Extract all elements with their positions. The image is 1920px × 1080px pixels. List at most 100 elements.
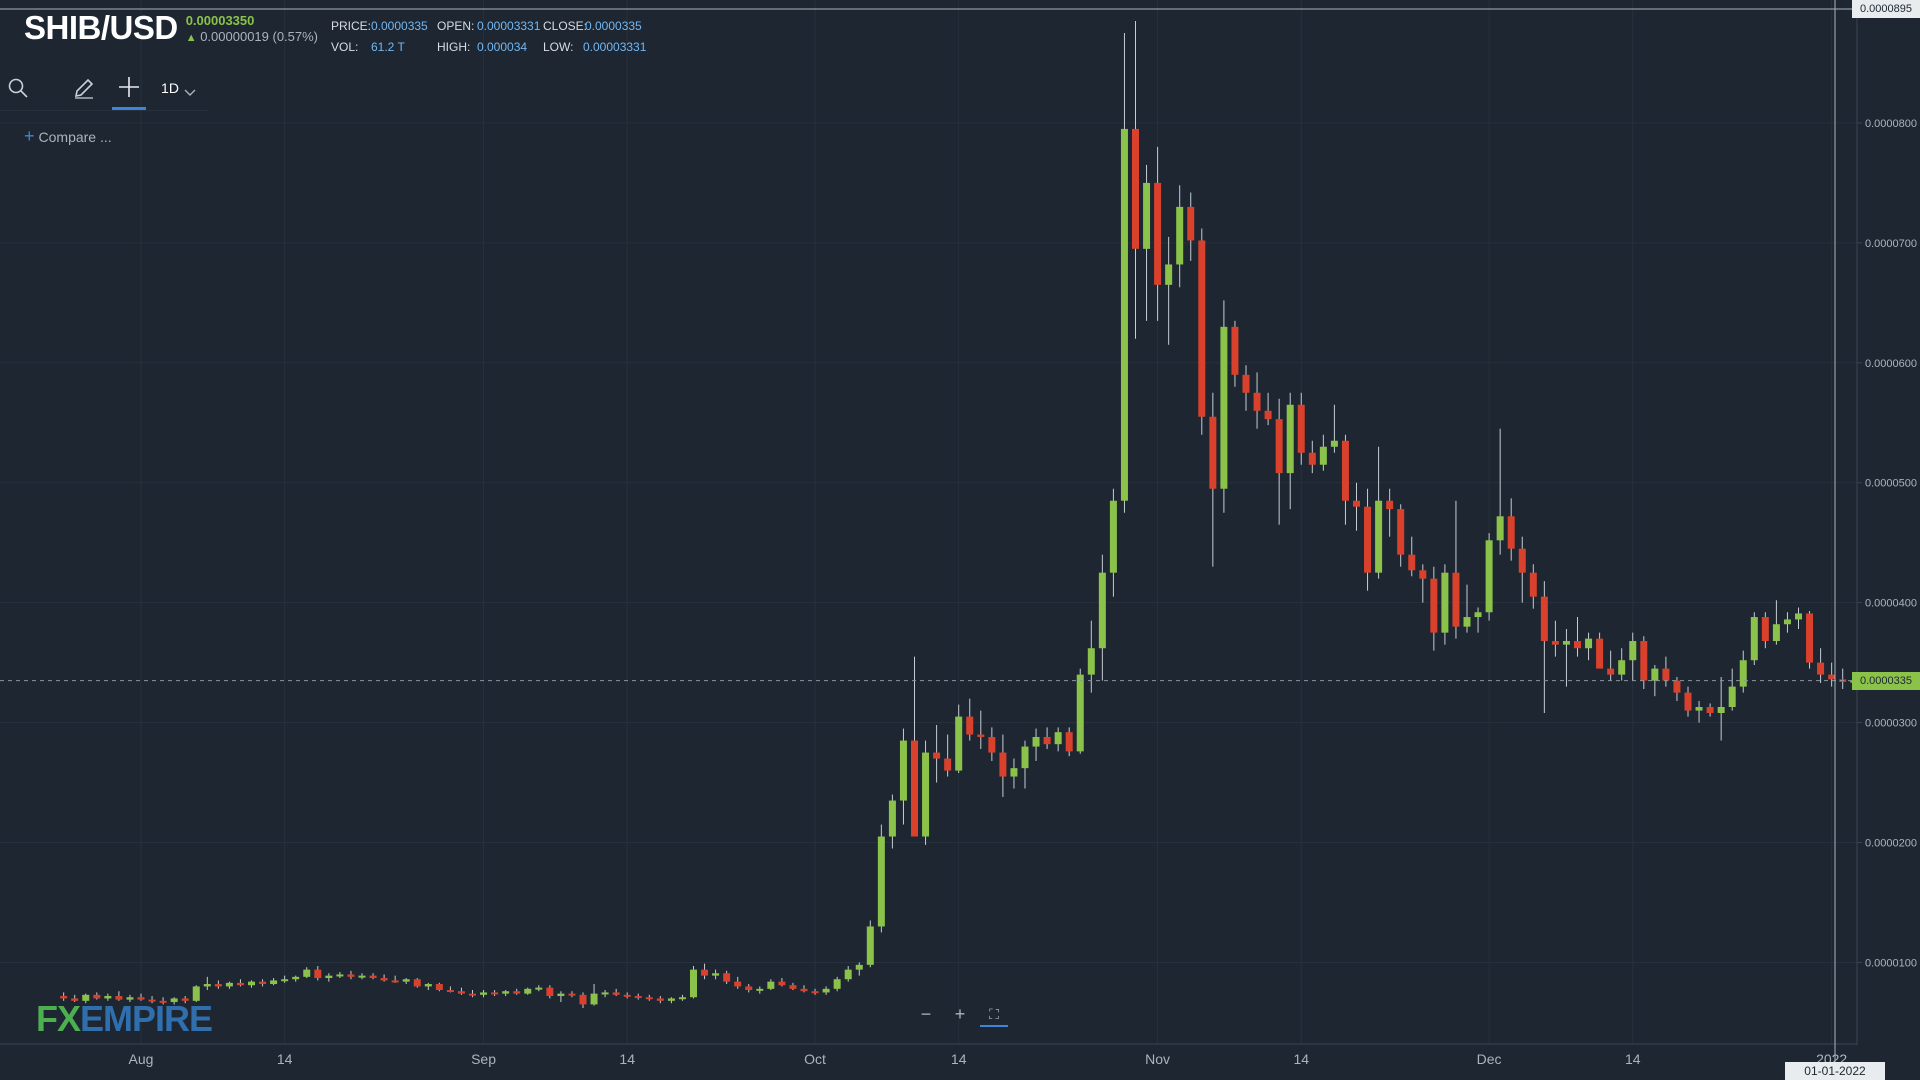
- candle: [347, 970, 355, 980]
- candle: [1198, 228, 1206, 435]
- candle: [1220, 300, 1228, 513]
- chevron-down-icon: [184, 89, 196, 96]
- fullscreen-button[interactable]: ⛶: [980, 1003, 1008, 1027]
- y-tick-label: 0.0000500: [1865, 478, 1917, 490]
- y-tick-label: 0.0000200: [1865, 838, 1917, 850]
- candle-body-up: [877, 836, 885, 927]
- candle-body-up: [126, 997, 134, 1000]
- candle: [1562, 629, 1570, 687]
- candle: [1452, 500, 1460, 639]
- candle-body-down: [446, 990, 454, 993]
- candle-body-down: [1419, 570, 1427, 579]
- candle-body-up: [590, 993, 598, 1005]
- candle-body-down: [1264, 410, 1272, 420]
- candle-body-down: [1607, 668, 1615, 675]
- candle: [1651, 665, 1659, 697]
- candle-body-up: [678, 997, 686, 1000]
- candle-body-up: [270, 980, 278, 985]
- draw-tool-button[interactable]: [68, 66, 100, 110]
- low-value: 0.00003331: [583, 40, 647, 54]
- candle: [1828, 662, 1836, 687]
- crosshair-date-badge: 01-01-2022: [1785, 1062, 1885, 1080]
- candle: [1463, 584, 1471, 633]
- crosshair-icon: [119, 76, 139, 97]
- zoom-in-button[interactable]: +: [954, 1004, 966, 1024]
- candle-body-down: [634, 996, 642, 999]
- candle-body-down: [148, 999, 156, 1002]
- candle-body-up: [1098, 572, 1106, 649]
- candle: [1010, 758, 1018, 789]
- candle: [1485, 533, 1493, 621]
- x-tick-label: Oct: [804, 1051, 826, 1067]
- candle-body-up: [1087, 648, 1095, 675]
- price-label: PRICE:: [331, 19, 372, 33]
- candle: [756, 986, 764, 994]
- candle: [380, 974, 388, 982]
- candle: [1242, 365, 1250, 411]
- compare-button[interactable]: + Compare ...: [24, 126, 112, 147]
- crosshair-tool-button[interactable]: [112, 66, 146, 110]
- zoom-out-button[interactable]: −: [920, 1004, 932, 1024]
- candle-body-up: [170, 998, 178, 1003]
- symbol-title: SHIB/USD: [24, 9, 178, 46]
- candle-body-up: [358, 975, 366, 978]
- candle-body-down: [1673, 680, 1681, 693]
- candle-body-up: [1143, 182, 1151, 249]
- candle-body-down: [789, 985, 797, 989]
- candle-body-up: [1463, 617, 1471, 627]
- candle-body-up: [756, 988, 764, 991]
- candle: [1187, 192, 1195, 261]
- candle: [855, 962, 863, 976]
- candle: [678, 994, 686, 1001]
- candle: [1209, 392, 1217, 567]
- candle: [999, 734, 1007, 797]
- candle-body-up: [557, 993, 565, 997]
- candle: [1529, 564, 1537, 609]
- x-tick-label: Aug: [129, 1051, 154, 1067]
- y-tick-label: 0.0000700: [1865, 238, 1917, 250]
- candle: [1806, 611, 1814, 669]
- candle-body-down: [1574, 641, 1581, 649]
- fxempire-logo: FXEMPIRE: [36, 998, 213, 1039]
- candle: [568, 991, 576, 998]
- candle-body-down: [546, 987, 554, 997]
- candle: [1728, 668, 1736, 711]
- candle-body-down: [1364, 506, 1372, 573]
- candle-body-up: [922, 752, 930, 837]
- candle-body-down: [723, 973, 731, 982]
- candle: [911, 656, 918, 837]
- candle-body-up: [822, 988, 830, 993]
- search-button[interactable]: [4, 66, 32, 110]
- candle-body-up: [1021, 746, 1029, 769]
- candle: [1662, 656, 1670, 687]
- candle: [667, 997, 675, 1004]
- x-tick-label: 14: [951, 1051, 967, 1067]
- candle-body-up: [1795, 613, 1802, 620]
- candle: [225, 981, 233, 989]
- candle: [1839, 668, 1847, 690]
- candle-body-down: [568, 993, 576, 996]
- candle-body-up: [1441, 572, 1449, 633]
- candle-body-down: [1198, 240, 1206, 417]
- candle: [988, 727, 996, 761]
- candle: [137, 993, 145, 1001]
- candle-body-down: [645, 997, 653, 1000]
- candle: [303, 967, 311, 979]
- candle-body-down: [457, 991, 465, 994]
- current-price-badge: 0.0000335: [1852, 672, 1920, 690]
- candle-body-down: [944, 758, 952, 771]
- candle: [557, 991, 565, 1003]
- candle-body-up: [104, 996, 112, 999]
- candle-body-up: [480, 992, 488, 995]
- interval-dropdown[interactable]: 1D: [156, 66, 202, 110]
- candle: [1629, 632, 1637, 681]
- candle: [579, 992, 587, 1009]
- candle-body-up: [1054, 732, 1062, 745]
- candle: [325, 973, 333, 982]
- candle-body-down: [800, 988, 808, 992]
- candle-body-up: [1739, 660, 1747, 687]
- candle: [435, 982, 443, 992]
- candle-body-up: [524, 988, 532, 994]
- y-axis: 0.0000100 0.0000200 0.0000300 0.0000400 0.00…: [1857, 118, 1917, 969]
